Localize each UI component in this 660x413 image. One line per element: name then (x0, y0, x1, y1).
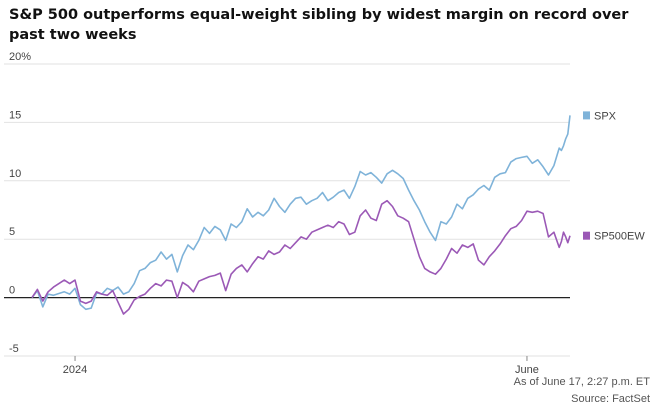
gridlines (4, 63, 570, 357)
source-note: Source: FactSet (571, 393, 650, 405)
y-tick-label: 15 (9, 109, 21, 121)
legend-label: SP500EW (594, 231, 645, 243)
legend-swatch (583, 231, 590, 240)
x-tick-label: 2024 (63, 364, 87, 376)
y-axis-ticks: 20% 15 10 5 0 -5 (9, 51, 31, 355)
series-lines (31, 115, 571, 315)
y-tick-label: -5 (9, 343, 19, 355)
timestamp: As of June 17, 2:27 p.m. ET (513, 376, 650, 388)
y-tick-label: 20% (9, 51, 31, 63)
y-tick-label: 10 (9, 168, 21, 180)
chart-title: S&P 500 outperforms equal-weight sibling… (9, 7, 629, 43)
x-tick-label: June (515, 364, 539, 376)
x-axis-ticks: 2024 June (63, 356, 539, 376)
series-line-sp500ew (31, 199, 571, 315)
y-tick-label: 0 (9, 285, 15, 297)
legend-swatch (583, 111, 590, 120)
legend: SPX SP500EW (583, 110, 645, 243)
y-tick-label: 5 (9, 226, 15, 238)
series-line-spx (31, 115, 571, 311)
legend-label: SPX (594, 110, 617, 122)
